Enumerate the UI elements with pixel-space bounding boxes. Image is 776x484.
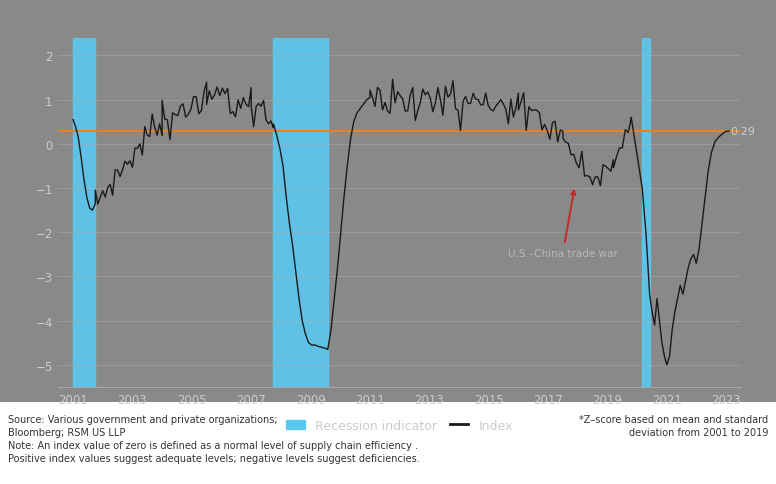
- Bar: [643, 39, 650, 387]
- Text: *Z–score based on mean and standard
deviation from 2001 to 2019: *Z–score based on mean and standard devi…: [579, 414, 768, 437]
- Text: U.S.–China trade war: U.S.–China trade war: [508, 191, 618, 258]
- Legend: Recession indicator, Index: Recession indicator, Index: [282, 414, 518, 437]
- Text: Source: Various government and private organizations;
Bloomberg; RSM US LLP
Note: Source: Various government and private o…: [8, 414, 420, 463]
- Bar: [73, 39, 95, 387]
- Text: 0.29: 0.29: [731, 127, 756, 137]
- Bar: [273, 39, 327, 387]
